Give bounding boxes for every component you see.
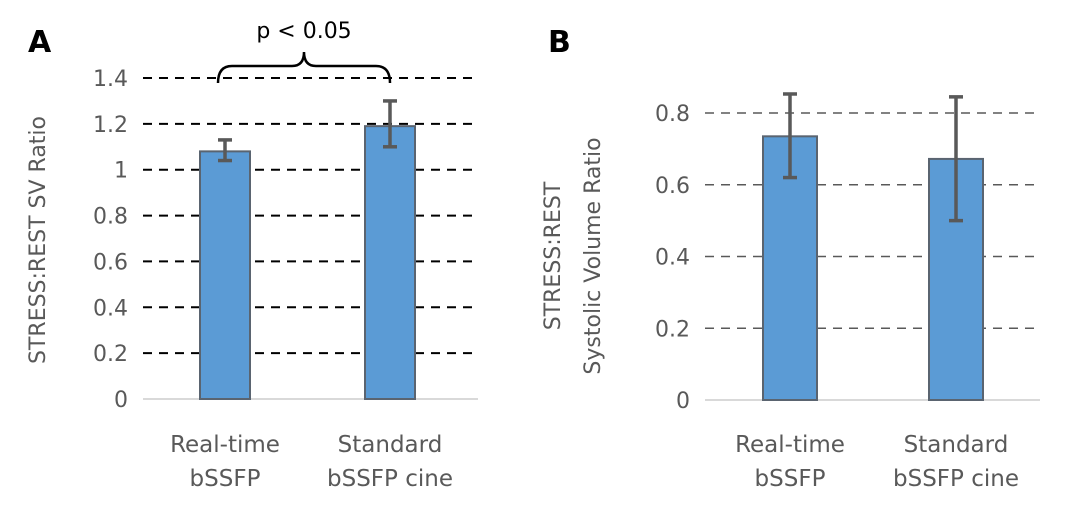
y-tick-label: 0.6 [655, 174, 690, 199]
bar [364, 125, 416, 401]
y-axis-label: Systolic Volume Ratio [581, 137, 606, 374]
y-tick-label: 0.8 [655, 102, 690, 127]
y-tick-label: 0 [676, 389, 690, 414]
y-axis-label: STRESS:REST [541, 181, 566, 330]
panel-label: B [548, 25, 571, 60]
panel-label: A [28, 25, 52, 60]
y-tick-label: 1.2 [93, 113, 128, 138]
x-tick-label: Standard [338, 432, 443, 458]
x-tick-label: Real-time [170, 432, 280, 458]
y-tick-label: 0.2 [93, 342, 128, 367]
x-tick-label: bSSFP cine [327, 466, 453, 492]
y-axis-label: STRESS:REST SV Ratio [26, 116, 51, 364]
y-tick-label: 1 [114, 159, 128, 184]
y-tick-label: 0.4 [93, 296, 128, 321]
y-tick-label: 0.6 [93, 250, 128, 275]
x-tick-label: bSSFP [190, 466, 261, 492]
x-tick-label: bSSFP cine [893, 466, 1019, 492]
significance-annotation: p < 0.05 [256, 19, 351, 44]
x-tick-label: bSSFP [755, 466, 826, 492]
bar [199, 150, 251, 400]
y-tick-label: 0 [114, 388, 128, 413]
significance-bracket [216, 51, 392, 84]
x-tick-label: Real-time [735, 432, 845, 458]
y-tick-label: 0.2 [655, 317, 690, 342]
y-tick-label: 0.8 [93, 205, 128, 230]
bar [762, 135, 818, 401]
y-tick-label: 1.4 [93, 67, 128, 92]
x-tick-label: Standard [904, 432, 1009, 458]
y-tick-label: 0.4 [655, 246, 690, 271]
